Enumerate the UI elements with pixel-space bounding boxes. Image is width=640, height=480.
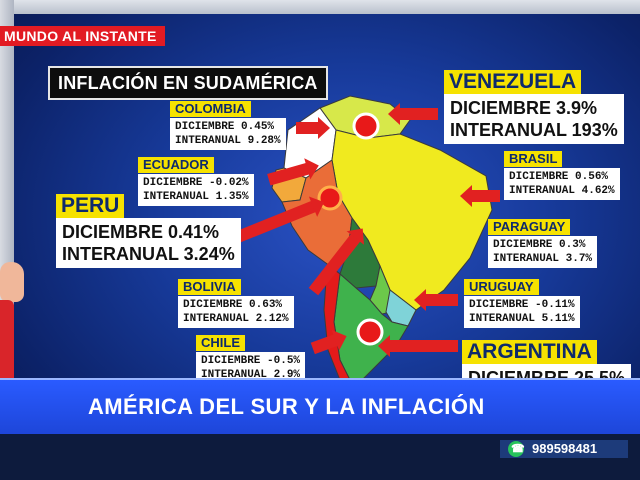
arrow-colombia	[296, 117, 330, 139]
presenter-hand-skin	[0, 262, 24, 302]
country-values-uruguay: DICIEMBRE -0.11% INTERANUAL 5.11%	[464, 296, 580, 328]
country-name-bolivia: BOLIVIA	[178, 279, 241, 295]
card-peru: PERU DICIEMBRE 0.41% INTERANUAL 3.24%	[56, 194, 241, 268]
venezuela-diciembre: DICIEMBRE 3.9%	[450, 98, 598, 118]
uruguay-interanual: INTERANUAL 5.11%	[469, 313, 575, 325]
card-colombia: COLOMBIA DICIEMBRE 0.45% INTERANUAL 9.28…	[170, 100, 286, 150]
country-values-peru: DICIEMBRE 0.41% INTERANUAL 3.24%	[56, 218, 241, 268]
country-name-chile: CHILE	[196, 335, 245, 351]
ecuador-interanual: INTERANUAL 1.35%	[143, 191, 249, 203]
country-values-colombia: DICIEMBRE 0.45% INTERANUAL 9.28%	[170, 118, 286, 150]
card-brasil: BRASIL DICIEMBRE 0.56% INTERANUAL 4.62%	[504, 150, 620, 200]
venezuela-interanual: INTERANUAL 193%	[450, 120, 618, 140]
ecuador-diciembre: DICIEMBRE -0.02%	[143, 177, 249, 189]
country-values-brasil: DICIEMBRE 0.56% INTERANUAL 4.62%	[504, 168, 620, 200]
country-name-uruguay: URUGUAY	[464, 279, 539, 295]
marker-venezuela	[352, 112, 380, 140]
brasil-interanual: INTERANUAL 4.62%	[509, 185, 615, 197]
paraguay-interanual: INTERANUAL 3.7%	[493, 253, 593, 265]
screen-bezel-top	[0, 0, 640, 14]
arrow-argentina	[388, 340, 458, 352]
presenter-hand	[0, 262, 26, 382]
arrow-brasil	[470, 190, 500, 202]
country-values-venezuela: DICIEMBRE 3.9% INTERANUAL 193%	[444, 94, 624, 144]
phone-number: 989598481	[532, 441, 598, 456]
arrow-venezuela	[398, 108, 438, 120]
whatsapp-icon	[508, 440, 525, 458]
country-name-paraguay: PARAGUAY	[488, 219, 571, 235]
lower-third-banner: AMÉRICA DEL SUR Y LA INFLACIÓN	[0, 378, 640, 436]
country-name-ecuador: ECUADOR	[138, 157, 214, 173]
country-name-argentina: ARGENTINA	[462, 340, 597, 364]
paraguay-diciembre: DICIEMBRE 0.3%	[493, 239, 586, 251]
bolivia-diciembre: DICIEMBRE 0.63%	[183, 299, 283, 311]
marker-argentina	[356, 318, 384, 346]
country-name-peru: PERU	[56, 194, 125, 218]
country-name-brasil: BRASIL	[504, 151, 563, 167]
card-chile: CHILE DICIEMBRE -0.5% INTERANUAL 2.9%	[196, 334, 306, 384]
card-uruguay: URUGUAY DICIEMBRE -0.11% INTERANUAL 5.11…	[464, 278, 580, 328]
card-ecuador: ECUADOR DICIEMBRE -0.02% INTERANUAL 1.35…	[138, 156, 254, 206]
peru-diciembre: DICIEMBRE 0.41%	[62, 222, 220, 242]
presenter-sleeve	[0, 300, 14, 380]
colombia-interanual: INTERANUAL 9.28%	[175, 135, 281, 147]
uruguay-diciembre: DICIEMBRE -0.11%	[469, 299, 575, 311]
country-name-colombia: COLOMBIA	[170, 101, 251, 117]
banner-headline: AMÉRICA DEL SUR Y LA INFLACIÓN	[88, 394, 485, 419]
colombia-diciembre: DICIEMBRE 0.45%	[175, 121, 275, 133]
chile-diciembre: DICIEMBRE -0.5%	[201, 355, 301, 367]
card-bolivia: BOLIVIA DICIEMBRE 0.63% INTERANUAL 2.12%	[178, 278, 294, 328]
brasil-diciembre: DICIEMBRE 0.56%	[509, 171, 609, 183]
graphic-title: INFLACIÓN EN SUDAMÉRICA	[48, 66, 328, 100]
whatsapp-contact: 989598481	[500, 440, 628, 458]
card-venezuela: VENEZUELA DICIEMBRE 3.9% INTERANUAL 193%	[444, 70, 624, 144]
segment-tag: MUNDO AL INSTANTE	[0, 26, 165, 46]
country-values-ecuador: DICIEMBRE -0.02% INTERANUAL 1.35%	[138, 174, 254, 206]
peru-interanual: INTERANUAL 3.24%	[62, 244, 235, 264]
country-name-venezuela: VENEZUELA	[444, 70, 582, 94]
bolivia-interanual: INTERANUAL 2.12%	[183, 313, 289, 325]
card-paraguay: PARAGUAY DICIEMBRE 0.3% INTERANUAL 3.7%	[488, 218, 598, 268]
country-values-bolivia: DICIEMBRE 0.63% INTERANUAL 2.12%	[178, 296, 294, 328]
arrow-uruguay	[424, 294, 458, 306]
country-values-paraguay: DICIEMBRE 0.3% INTERANUAL 3.7%	[488, 236, 598, 268]
